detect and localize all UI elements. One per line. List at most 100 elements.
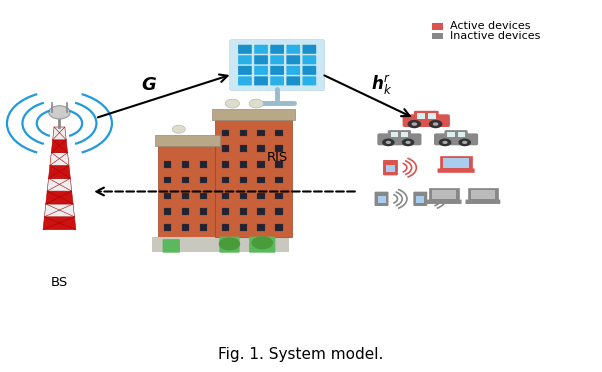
FancyBboxPatch shape	[429, 113, 436, 119]
Circle shape	[406, 141, 411, 144]
FancyBboxPatch shape	[254, 55, 268, 64]
FancyBboxPatch shape	[374, 192, 388, 206]
FancyBboxPatch shape	[270, 76, 284, 86]
FancyBboxPatch shape	[391, 132, 398, 137]
FancyBboxPatch shape	[222, 208, 229, 215]
FancyBboxPatch shape	[240, 161, 247, 168]
FancyBboxPatch shape	[275, 145, 282, 152]
FancyBboxPatch shape	[222, 129, 229, 136]
FancyBboxPatch shape	[240, 177, 247, 183]
Text: Fig. 1. System model.: Fig. 1. System model.	[219, 347, 383, 362]
Polygon shape	[50, 153, 69, 166]
FancyBboxPatch shape	[163, 239, 180, 253]
FancyBboxPatch shape	[200, 208, 206, 215]
FancyBboxPatch shape	[432, 190, 456, 199]
FancyBboxPatch shape	[270, 55, 284, 64]
FancyBboxPatch shape	[240, 145, 247, 152]
FancyBboxPatch shape	[287, 45, 300, 54]
FancyBboxPatch shape	[240, 193, 247, 199]
FancyBboxPatch shape	[258, 161, 265, 168]
Circle shape	[459, 138, 471, 146]
Bar	[432, 33, 443, 39]
FancyBboxPatch shape	[258, 224, 265, 231]
Polygon shape	[49, 166, 70, 178]
FancyBboxPatch shape	[155, 135, 220, 146]
FancyBboxPatch shape	[222, 161, 229, 168]
Polygon shape	[51, 140, 67, 153]
FancyBboxPatch shape	[152, 237, 289, 252]
Circle shape	[252, 236, 273, 249]
FancyBboxPatch shape	[434, 134, 478, 145]
FancyBboxPatch shape	[249, 237, 275, 253]
FancyBboxPatch shape	[200, 161, 206, 168]
FancyBboxPatch shape	[158, 146, 217, 237]
FancyBboxPatch shape	[287, 66, 300, 75]
FancyBboxPatch shape	[275, 129, 282, 136]
FancyBboxPatch shape	[471, 190, 495, 199]
FancyBboxPatch shape	[258, 145, 265, 152]
FancyBboxPatch shape	[240, 208, 247, 215]
FancyBboxPatch shape	[287, 76, 300, 86]
Circle shape	[433, 122, 438, 126]
FancyBboxPatch shape	[222, 145, 229, 152]
FancyBboxPatch shape	[275, 177, 282, 183]
Text: Active devices: Active devices	[450, 21, 530, 31]
FancyBboxPatch shape	[240, 129, 247, 136]
FancyBboxPatch shape	[377, 196, 385, 203]
Circle shape	[408, 120, 421, 128]
FancyBboxPatch shape	[254, 76, 268, 86]
FancyBboxPatch shape	[275, 208, 282, 215]
Circle shape	[412, 122, 417, 126]
FancyBboxPatch shape	[200, 224, 206, 231]
FancyBboxPatch shape	[302, 66, 316, 75]
FancyBboxPatch shape	[182, 161, 189, 168]
FancyBboxPatch shape	[164, 224, 171, 231]
Text: RIS: RIS	[267, 151, 288, 164]
Text: Inactive devices: Inactive devices	[450, 31, 541, 41]
Polygon shape	[43, 217, 76, 230]
FancyBboxPatch shape	[414, 192, 427, 206]
Circle shape	[219, 237, 240, 250]
Bar	[432, 23, 443, 29]
FancyBboxPatch shape	[377, 134, 421, 145]
Circle shape	[462, 141, 467, 144]
FancyBboxPatch shape	[258, 129, 265, 136]
FancyBboxPatch shape	[219, 237, 240, 253]
Circle shape	[402, 138, 414, 146]
FancyBboxPatch shape	[275, 193, 282, 199]
FancyBboxPatch shape	[222, 177, 229, 183]
Polygon shape	[45, 204, 75, 217]
FancyBboxPatch shape	[214, 120, 292, 237]
FancyBboxPatch shape	[222, 193, 229, 199]
FancyBboxPatch shape	[254, 45, 268, 54]
FancyBboxPatch shape	[447, 132, 455, 137]
FancyBboxPatch shape	[270, 45, 284, 54]
FancyBboxPatch shape	[182, 193, 189, 199]
FancyBboxPatch shape	[258, 193, 265, 199]
Circle shape	[249, 99, 264, 108]
FancyBboxPatch shape	[182, 224, 189, 231]
FancyBboxPatch shape	[164, 193, 171, 199]
FancyBboxPatch shape	[238, 76, 252, 86]
FancyBboxPatch shape	[254, 66, 268, 75]
FancyBboxPatch shape	[238, 45, 252, 54]
FancyBboxPatch shape	[417, 113, 424, 119]
FancyBboxPatch shape	[182, 177, 189, 183]
FancyBboxPatch shape	[182, 208, 189, 215]
FancyBboxPatch shape	[302, 45, 316, 54]
Text: $\boldsymbol{h}_k^r$: $\boldsymbol{h}_k^r$	[371, 73, 392, 97]
FancyBboxPatch shape	[302, 76, 316, 86]
FancyBboxPatch shape	[414, 111, 439, 120]
FancyBboxPatch shape	[386, 165, 395, 173]
FancyBboxPatch shape	[468, 188, 498, 201]
FancyBboxPatch shape	[270, 66, 284, 75]
FancyBboxPatch shape	[443, 158, 470, 168]
FancyBboxPatch shape	[200, 193, 206, 199]
FancyBboxPatch shape	[275, 224, 282, 231]
FancyBboxPatch shape	[211, 109, 295, 120]
FancyBboxPatch shape	[388, 130, 411, 139]
Circle shape	[429, 120, 442, 128]
FancyBboxPatch shape	[238, 66, 252, 75]
FancyBboxPatch shape	[427, 199, 462, 204]
FancyBboxPatch shape	[429, 188, 459, 201]
